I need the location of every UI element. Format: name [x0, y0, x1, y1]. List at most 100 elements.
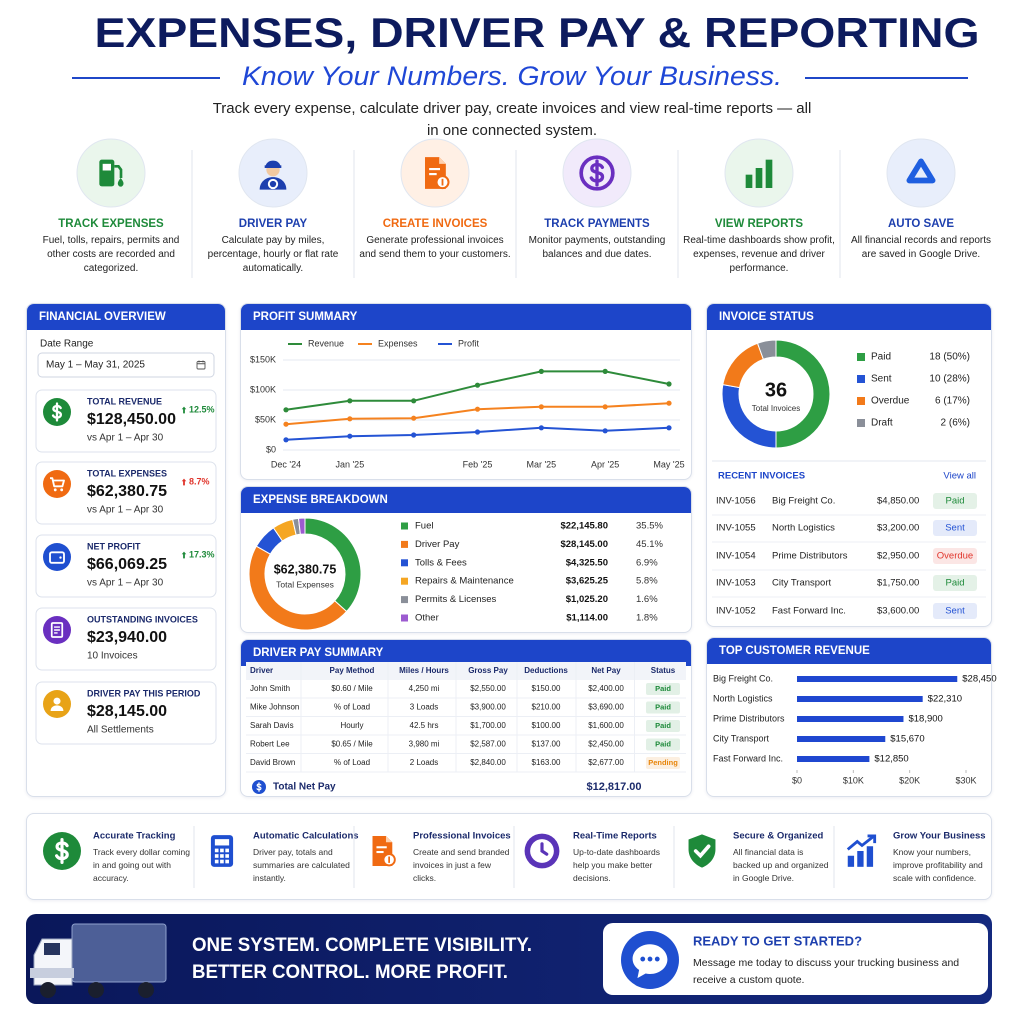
legend-percent: 35.5% — [636, 521, 663, 532]
bar — [797, 736, 886, 742]
icon-part — [256, 782, 262, 792]
icon-part — [376, 851, 384, 854]
legend-label: Fuel — [415, 521, 433, 532]
x-tick-label: $30K — [955, 775, 976, 785]
y-tick-label: $150K — [250, 354, 276, 364]
table-cell: Mike Johnson — [250, 703, 299, 712]
data-point — [283, 407, 289, 413]
description: Track every expense, calculate driver pa… — [212, 100, 812, 139]
icon-part — [50, 705, 64, 711]
feature-title: TRACK EXPENSES — [58, 218, 164, 230]
icon-part — [765, 159, 773, 188]
table-header: Pay Method — [330, 666, 375, 675]
legend-percent: 5.8% — [636, 576, 658, 587]
feature-title: DRIVER PAY — [239, 218, 308, 230]
data-point — [411, 398, 417, 404]
table-cell: $1,600.00 — [588, 721, 624, 730]
legend-value: 2 (6%) — [941, 418, 970, 429]
date-label: Date Range — [40, 339, 94, 350]
view-all-link[interactable]: View all — [943, 471, 976, 482]
benefit-title: Secure & Organized — [733, 831, 823, 842]
kpi-label: OUTSTANDING INVOICES — [87, 614, 198, 624]
invoice-id: INV-1054 — [716, 551, 756, 562]
data-point — [283, 437, 289, 443]
x-tick-label: $20K — [899, 775, 920, 785]
status-label: Paid — [945, 578, 964, 589]
invoice-amount: $4,850.00 — [877, 496, 919, 507]
benefit-text: Track every dollar coming in and going o… — [93, 847, 190, 883]
invoice-id: INV-1056 — [716, 496, 756, 507]
benefit-text: Know your numbers, improve profitability… — [893, 847, 983, 883]
icon-part — [264, 165, 282, 168]
panel-title: DRIVER PAY SUMMARY — [241, 640, 691, 666]
status-label: Pending — [648, 758, 678, 767]
table-header: Driver — [250, 666, 273, 675]
status-label: Paid — [655, 702, 671, 711]
x-tick-label: May '25 — [653, 459, 684, 469]
table-cell: $2,400.00 — [588, 684, 624, 693]
table-cell: % of Load — [334, 758, 370, 767]
kpi-change: 17.3% — [189, 549, 215, 559]
status-label: Sent — [945, 606, 965, 617]
change-arrow — [181, 406, 187, 414]
status-label: Overdue — [937, 551, 973, 562]
data-point — [283, 421, 289, 427]
table-header: Net Pay — [591, 666, 621, 675]
table-cell: $2,587.00 — [470, 740, 506, 749]
table-header: Miles / Hours — [399, 666, 449, 675]
legend-swatch — [401, 577, 408, 585]
feature-title: AUTO SAVE — [888, 218, 954, 230]
benefit-title: Automatic Calculations — [253, 831, 359, 842]
y-tick-label: $50K — [255, 414, 276, 424]
table-cell: $2,450.00 — [588, 740, 624, 749]
icon-part — [49, 477, 65, 488]
kpi-note: All Settlements — [87, 725, 154, 736]
data-point — [538, 368, 544, 374]
value-label: $15,670 — [890, 734, 924, 745]
kpi-label: DRIVER PAY THIS PERIOD — [87, 688, 201, 698]
table-cell: Robert Lee — [250, 740, 290, 749]
legend-value: $1,114.00 — [566, 613, 608, 624]
table-cell: $3,900.00 — [470, 703, 506, 712]
data-point — [666, 425, 672, 431]
page-title: EXPENSES, DRIVER PAY & REPORTING — [95, 9, 980, 56]
icon-part — [540, 842, 549, 856]
benefit-icon — [43, 832, 81, 870]
table-cell: $1,700.00 — [470, 721, 506, 730]
icon-part — [688, 834, 716, 868]
table-cell: Sarah Davis — [250, 721, 294, 730]
table-cell: $163.00 — [532, 758, 561, 767]
benefit-icon — [846, 834, 877, 867]
icon-part — [867, 834, 877, 844]
value-label: $22,310 — [928, 694, 962, 705]
icon-part — [589, 159, 605, 187]
icon-part — [59, 556, 62, 559]
table-cell: $210.00 — [532, 703, 561, 712]
legend-value: 10 (28%) — [929, 374, 970, 385]
slogan: BETTER CONTROL. MORE PROFIT. — [192, 962, 508, 983]
legend-label: Profit — [458, 338, 480, 348]
icon-part — [755, 168, 763, 188]
feature-title: TRACK PAYMENTS — [544, 218, 650, 230]
cta-text: Message me today to discuss your truckin… — [693, 957, 960, 986]
legend-value: 6 (17%) — [935, 396, 970, 407]
legend-label: Paid — [871, 352, 891, 363]
data-point — [666, 400, 672, 406]
category-label: Prime Distributors — [713, 713, 785, 723]
status-pill — [933, 548, 977, 564]
icon-part — [181, 478, 187, 486]
icon-part — [49, 551, 65, 564]
data-point — [474, 429, 481, 435]
truck-part — [71, 923, 167, 983]
icon-part — [745, 174, 753, 188]
data-point — [474, 406, 481, 412]
legend-value: $1,025.20 — [566, 594, 608, 605]
legend-swatch — [401, 596, 408, 604]
data-point — [602, 428, 608, 434]
icon-part — [53, 488, 57, 492]
table-cell: % of Load — [334, 703, 370, 712]
icon-part — [579, 155, 615, 191]
x-tick-label: Apr '25 — [591, 459, 619, 469]
kpi-card — [35, 607, 217, 671]
invoice-customer: Big Freight Co. — [772, 496, 835, 507]
